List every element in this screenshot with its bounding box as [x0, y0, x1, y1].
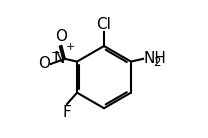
Text: −: − — [51, 48, 60, 58]
Text: +: + — [66, 42, 75, 52]
Text: 2: 2 — [153, 56, 161, 69]
Text: N: N — [53, 51, 65, 66]
Text: O: O — [38, 56, 50, 71]
Text: F: F — [63, 105, 71, 120]
Text: O: O — [56, 29, 68, 44]
Text: Cl: Cl — [97, 17, 111, 32]
Text: NH: NH — [144, 51, 167, 66]
